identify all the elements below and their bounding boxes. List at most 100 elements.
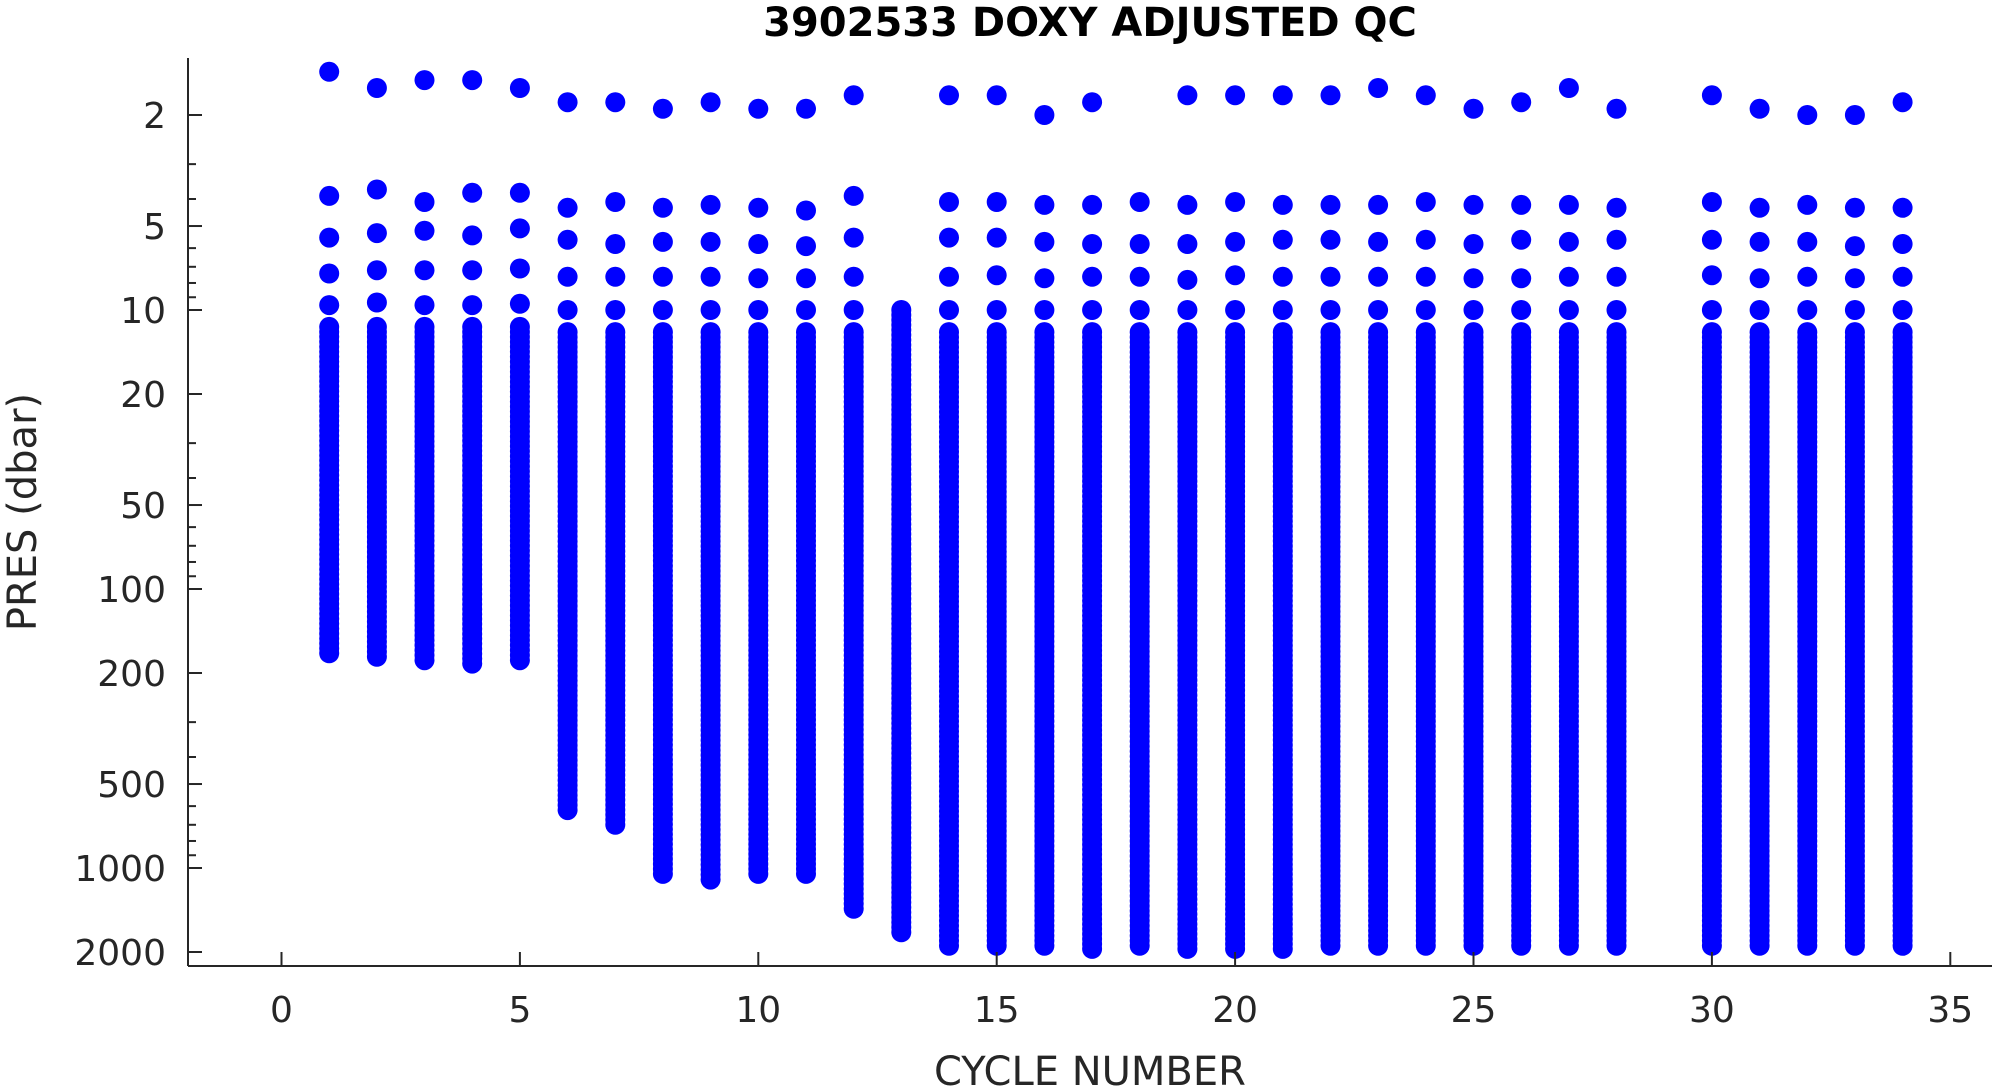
data-point — [986, 265, 1007, 286]
cycle-22-profile — [1320, 85, 1341, 956]
data-point — [1797, 935, 1818, 956]
data-point — [462, 295, 483, 316]
cycle-13-profile — [891, 300, 912, 943]
data-point — [1272, 938, 1293, 959]
data-point — [1034, 194, 1055, 215]
data-point — [1892, 92, 1913, 113]
data-point — [414, 650, 435, 671]
data-point — [1415, 266, 1436, 287]
x-tick-label: 10 — [735, 990, 781, 1031]
data-point — [1320, 935, 1341, 956]
chart-title: 3902533 DOXY ADJUSTED QC — [763, 0, 1417, 46]
data-point — [1272, 266, 1293, 287]
data-point — [1463, 98, 1484, 119]
data-point — [1177, 234, 1198, 254]
data-point — [1511, 935, 1532, 956]
data-point — [1034, 300, 1055, 320]
cycle-25-profile — [1463, 98, 1484, 956]
data-point — [366, 646, 387, 667]
cycle-27-profile — [1558, 78, 1579, 956]
data-point — [1368, 935, 1389, 956]
data-point — [1558, 935, 1579, 956]
data-point — [652, 300, 673, 320]
x-tick-label: 35 — [1927, 990, 1973, 1031]
data-point — [986, 227, 1007, 248]
data-point — [1606, 300, 1627, 320]
data-point — [557, 800, 578, 821]
cycle-30-profile — [1701, 85, 1722, 956]
data-point — [796, 863, 816, 884]
data-point — [557, 197, 578, 218]
data-point — [700, 92, 721, 113]
y-tick-label: 2000 — [74, 933, 166, 974]
y-ticks: 2 5 10 20 50 100 200 500 1000 2000 — [74, 96, 202, 974]
data-point — [462, 182, 483, 203]
data-point — [1082, 92, 1103, 113]
data-point — [1129, 300, 1150, 320]
cycle-14-profile — [939, 85, 959, 956]
data-point — [414, 260, 435, 281]
data-point — [1463, 268, 1484, 289]
data-point — [748, 268, 769, 289]
data-point — [462, 260, 483, 281]
data-point — [1177, 85, 1198, 106]
data-point — [652, 197, 673, 218]
data-point — [319, 295, 340, 316]
data-point — [700, 266, 721, 287]
cycle-18-profile — [1129, 192, 1150, 956]
data-point — [1892, 935, 1913, 956]
data-point — [1511, 194, 1532, 215]
data-point — [1082, 194, 1103, 215]
data-point — [1844, 935, 1865, 956]
data-point — [1415, 192, 1436, 212]
data-point — [986, 192, 1007, 212]
data-point — [1749, 935, 1770, 956]
data-point — [652, 266, 673, 287]
data-point — [1415, 935, 1436, 956]
data-point — [414, 70, 435, 91]
data-point — [1082, 938, 1103, 959]
data-point — [1558, 78, 1579, 98]
data-point — [557, 92, 578, 113]
data-point — [1463, 935, 1484, 956]
data-point — [509, 78, 530, 98]
data-point — [748, 300, 769, 320]
cycle-23-profile — [1368, 78, 1389, 956]
data-point — [1129, 192, 1150, 212]
data-point — [1368, 194, 1389, 215]
data-point — [1225, 938, 1246, 959]
data-point — [1749, 300, 1770, 320]
data-point — [1034, 105, 1055, 125]
data-point — [1606, 935, 1627, 956]
data-point — [1701, 300, 1722, 320]
data-point — [1797, 194, 1818, 215]
data-point — [1177, 300, 1198, 320]
data-point — [652, 231, 673, 252]
data-point — [748, 863, 769, 884]
data-point — [414, 192, 435, 212]
data-point — [1701, 85, 1722, 106]
data-point — [1368, 300, 1389, 320]
data-point — [1320, 266, 1341, 287]
data-point — [843, 85, 864, 106]
data-point — [1368, 78, 1389, 98]
y-tick-label: 20 — [120, 375, 166, 416]
data-point — [1701, 265, 1722, 286]
cycle-1-profile — [319, 61, 340, 664]
data-point — [700, 231, 721, 252]
data-point — [1797, 105, 1818, 125]
cycle-20-profile — [1225, 85, 1246, 959]
cycle-24-profile — [1415, 85, 1436, 956]
data-point — [1844, 105, 1865, 125]
data-point — [1034, 935, 1055, 956]
data-point — [891, 922, 912, 943]
data-point — [1606, 266, 1627, 287]
data-point — [1606, 98, 1627, 119]
data-point — [1129, 234, 1150, 254]
data-point — [462, 653, 483, 674]
y-tick-label: 10 — [120, 291, 166, 332]
cycle-6-profile — [557, 92, 578, 821]
x-tick-label: 0 — [270, 990, 293, 1031]
data-point — [1558, 266, 1579, 287]
data-point — [1749, 197, 1770, 218]
